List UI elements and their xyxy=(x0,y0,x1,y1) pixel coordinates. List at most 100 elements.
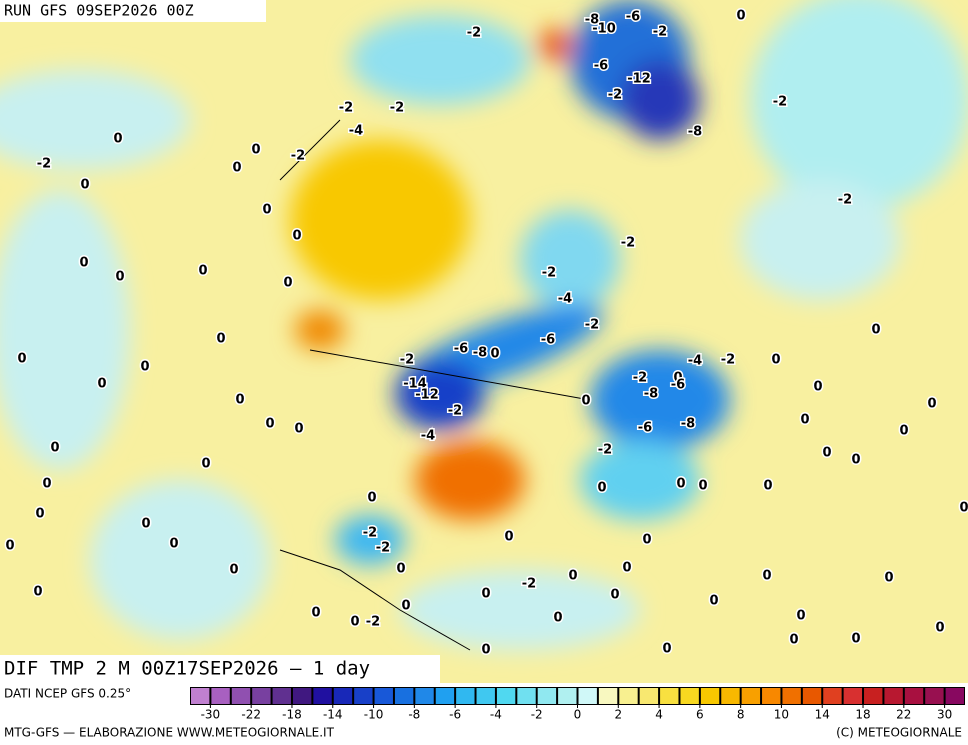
contour-label: -2 xyxy=(598,443,612,458)
contour-label: 0 xyxy=(481,587,490,602)
contour-label: -2 xyxy=(400,353,414,368)
contour-label: -2 xyxy=(585,318,599,333)
contour-label: 0 xyxy=(935,621,944,636)
contour-label: -8 xyxy=(644,387,658,402)
contour-label: -2 xyxy=(522,577,536,592)
contour-label: -2 xyxy=(653,25,667,40)
map-field xyxy=(0,0,968,683)
contour-label: -12 xyxy=(627,72,651,87)
colorbar-swatch xyxy=(231,688,251,704)
contour-label: 0 xyxy=(789,633,798,648)
colorbar-swatch xyxy=(762,688,781,704)
contour-label: -8 xyxy=(688,125,702,140)
contour-label: 0 xyxy=(642,533,651,548)
contour-label: -2 xyxy=(542,266,556,281)
credit-label: MTG-GFS — ELABORAZIONE WWW.METEOGIORNALE… xyxy=(4,726,335,740)
contour-label: -8 xyxy=(681,417,695,432)
colorbar-swatch xyxy=(843,688,863,704)
contour-label: 0 xyxy=(673,371,682,386)
contour-label: 0 xyxy=(169,537,178,552)
contour-label: 0 xyxy=(813,380,822,395)
run-label: RUN GFS 09SEP2026 00Z xyxy=(4,2,194,20)
contour-label: -4 xyxy=(421,429,435,444)
contour-label: 0 xyxy=(79,256,88,271)
map-title: DIF TMP 2 M 00Z17SEP2026 — 1 day xyxy=(4,658,370,680)
contour-label: 0 xyxy=(396,562,405,577)
colorbar-tick-label: -8 xyxy=(408,708,420,722)
contour-label: -6 xyxy=(541,333,555,348)
contour-label: 0 xyxy=(401,599,410,614)
colorbar-swatch xyxy=(884,688,903,704)
contour-label: -6 xyxy=(454,342,468,357)
colorbar-tick-label: -6 xyxy=(449,708,461,722)
colorbar-swatch xyxy=(639,688,659,704)
contour-label: 0 xyxy=(292,229,301,244)
colorbar-swatch xyxy=(558,688,577,704)
contour-label: 0 xyxy=(198,264,207,279)
contour-label: -2 xyxy=(448,404,462,419)
colorbar-swatch xyxy=(700,688,720,704)
contour-label: -10 xyxy=(592,22,616,37)
colorbar-swatch xyxy=(456,688,475,704)
contour-label: 0 xyxy=(140,360,149,375)
contour-label: -4 xyxy=(558,292,572,307)
contour-label: 0 xyxy=(216,332,225,347)
contour-label: 0 xyxy=(42,477,51,492)
contour-label: -14 xyxy=(403,377,427,392)
contour-labels: -2-8-10-6-20-6-12-2 -2-8-2 -2-400-2-2000-2… xyxy=(4,7,968,659)
contour-label: 0 xyxy=(294,422,303,437)
colorbar-tick-label: -22 xyxy=(241,708,261,722)
contour-label: -2 xyxy=(467,26,481,41)
colorbar: -30 -22 -18 -14 -10 -8 -6 -4 -2 0 2 4 6 8 10 14 18 22 30 xyxy=(190,687,965,722)
colorbar-swatch xyxy=(415,688,434,704)
colorbar-swatch xyxy=(354,688,373,704)
colorbar-tick-label: 2 xyxy=(614,708,622,722)
contour-label: 0 xyxy=(350,615,359,630)
contour-label: 0 xyxy=(311,606,320,621)
contour-label: 0 xyxy=(504,530,513,545)
contour-label: -6 xyxy=(671,378,685,393)
colorbar-swatch xyxy=(802,688,822,704)
colorbar-tick-label: 10 xyxy=(774,708,789,722)
contour-label: 0 xyxy=(597,481,606,496)
colorbar-swatch xyxy=(578,688,597,704)
colorbar-tick-label: 30 xyxy=(937,708,952,722)
contour-label: -2 xyxy=(366,615,380,630)
title-box xyxy=(0,655,440,683)
contour-label: 0 xyxy=(610,588,619,603)
colorbar-tick-label: -4 xyxy=(490,708,502,722)
colorbar-swatch xyxy=(925,688,944,704)
colorbar-swatch xyxy=(496,688,516,704)
colorbar-tick-label: 8 xyxy=(737,708,745,722)
contour-label: 0 xyxy=(265,417,274,432)
colorbar-tick-label: 22 xyxy=(896,708,911,722)
colorbar-tick-label: 4 xyxy=(655,708,663,722)
contour-label: 0 xyxy=(553,611,562,626)
contour-label: 0 xyxy=(568,569,577,584)
colorbar-swatch xyxy=(394,688,414,704)
colorbar-swatch xyxy=(721,688,740,704)
colorbar-swatch xyxy=(904,688,924,704)
contour-label: 0 xyxy=(50,441,59,456)
contour-label: 0 xyxy=(662,642,671,657)
colorbar-tick-label: 14 xyxy=(815,708,830,722)
colorbar-swatch xyxy=(272,688,291,704)
contour-label: 0 xyxy=(884,571,893,586)
contour-label: 0 xyxy=(490,347,499,362)
colorbar-swatch xyxy=(333,688,353,704)
contour-label: 0 xyxy=(283,276,292,291)
run-box xyxy=(0,0,266,22)
contour-label: 0 xyxy=(851,453,860,468)
contour-label: 0 xyxy=(709,594,718,609)
contour-label: 0 xyxy=(367,491,376,506)
colorbar-tick-label: -18 xyxy=(282,708,302,722)
contour-label: 0 xyxy=(35,507,44,522)
colorbar-swatch xyxy=(680,688,699,704)
contour-label: 0 xyxy=(33,585,42,600)
contour-label: 0 xyxy=(113,132,122,147)
contour-label: -2 xyxy=(390,101,404,116)
contour-label: 0 xyxy=(229,563,238,578)
contour-label: -2 xyxy=(721,353,735,368)
contour-label: 0 xyxy=(481,643,490,658)
